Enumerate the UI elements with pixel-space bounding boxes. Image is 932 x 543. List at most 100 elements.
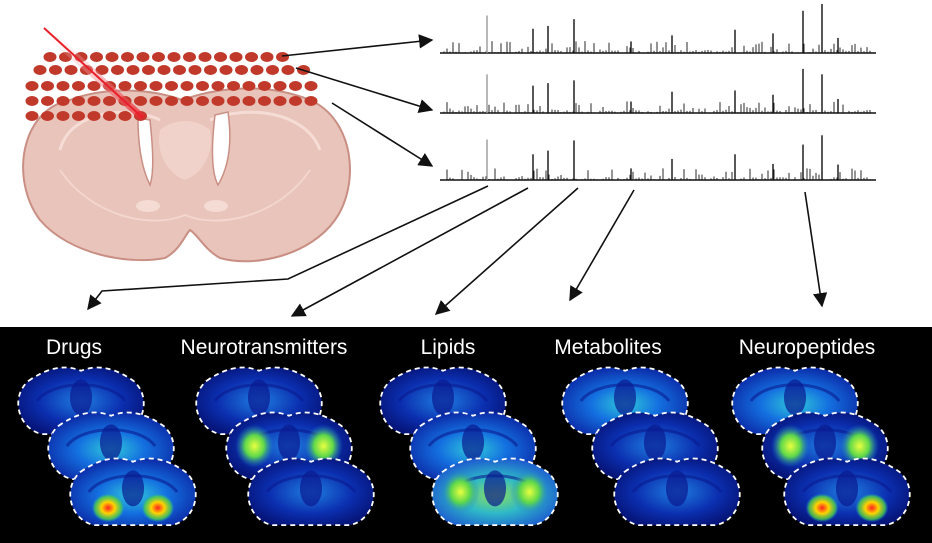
sampling-spot bbox=[304, 96, 318, 106]
sampling-spot bbox=[258, 81, 271, 91]
sampling-spot bbox=[41, 81, 54, 91]
arrow-peak-lipids bbox=[434, 187, 579, 315]
sampling-spot bbox=[260, 52, 274, 62]
arrow-peak-neurotransmitters bbox=[290, 187, 529, 317]
category-label-neurotransmitters: Neurotransmitters bbox=[180, 336, 348, 359]
sampling-spot bbox=[72, 96, 85, 106]
sampling-spot bbox=[204, 65, 217, 75]
mass-spectrum-icon bbox=[440, 68, 876, 114]
sampling-spot bbox=[136, 52, 150, 62]
sampling-spot bbox=[64, 65, 78, 75]
arrow-peak-neuropeptides bbox=[804, 191, 828, 308]
ion-image-icon bbox=[783, 457, 911, 527]
sampling-spot bbox=[235, 65, 248, 75]
sampling-spot bbox=[118, 81, 132, 91]
sampling-spot bbox=[304, 81, 318, 91]
sampling-spot bbox=[149, 81, 163, 91]
sampling-spot bbox=[281, 65, 295, 75]
category-label-neuropeptides: Neuropeptides bbox=[738, 336, 876, 359]
sampling-spot bbox=[250, 65, 264, 75]
sampling-spot bbox=[87, 96, 101, 106]
sampling-spot bbox=[211, 81, 225, 91]
spot-to-spectrum-arrows bbox=[281, 34, 434, 167]
sampling-spot bbox=[196, 96, 209, 106]
sampling-spot bbox=[72, 111, 85, 121]
sampling-spot bbox=[242, 81, 256, 91]
sampling-spot bbox=[126, 65, 140, 75]
sampling-spot bbox=[258, 96, 271, 106]
sampling-spot bbox=[33, 65, 47, 75]
sampling-spot bbox=[227, 81, 240, 91]
sampling-spot bbox=[118, 111, 132, 121]
sampling-spot bbox=[289, 81, 302, 91]
sampling-spot bbox=[95, 65, 109, 75]
sampling-spot bbox=[188, 65, 202, 75]
sampling-spot bbox=[152, 52, 165, 62]
peak-to-image-arrows bbox=[87, 185, 828, 317]
sampling-spot bbox=[149, 96, 163, 106]
sampling-spot bbox=[56, 81, 70, 91]
sampling-spot bbox=[165, 81, 178, 91]
arrow-spot-to-spectrum-2 bbox=[295, 67, 434, 114]
sampling-spot bbox=[87, 81, 101, 91]
arrow-spot-to-spectrum-1 bbox=[281, 34, 434, 57]
category-label-metabolites: Metabolites bbox=[554, 336, 662, 359]
laser-beam-icon bbox=[38, 26, 146, 120]
sampling-spot bbox=[25, 81, 39, 91]
sampling-spot bbox=[157, 65, 171, 75]
sampling-spot bbox=[105, 52, 119, 62]
arrow-peak-metabolites bbox=[569, 189, 635, 302]
sampling-spot bbox=[49, 65, 62, 75]
category-label-drugs: Drugs bbox=[45, 336, 103, 359]
sampling-spot bbox=[121, 52, 134, 62]
sampling-spot bbox=[134, 81, 147, 91]
sampling-spot bbox=[103, 111, 116, 121]
sampling-spot bbox=[87, 111, 101, 121]
mass-spectra-group bbox=[440, 3, 876, 181]
sampling-spot bbox=[41, 96, 54, 106]
sampling-spot bbox=[180, 81, 194, 91]
sampling-spot bbox=[289, 96, 302, 106]
category-label-lipids: Lipids bbox=[420, 336, 476, 359]
sampling-spot bbox=[56, 96, 70, 106]
sampling-spot bbox=[165, 96, 178, 106]
sampling-spot bbox=[41, 111, 54, 121]
sampling-spot bbox=[273, 96, 287, 106]
sampling-spot bbox=[273, 81, 287, 91]
sampling-spot bbox=[196, 81, 209, 91]
sampling-spot bbox=[103, 96, 116, 106]
ion-image-icon bbox=[69, 457, 197, 527]
sampling-spot bbox=[25, 111, 39, 121]
sampling-spot bbox=[214, 52, 227, 62]
sampling-spot bbox=[56, 111, 70, 121]
sampling-spot-grid bbox=[25, 52, 318, 121]
sampling-spot bbox=[227, 96, 240, 106]
sampling-spot bbox=[242, 96, 256, 106]
sampling-spot bbox=[72, 81, 85, 91]
sampling-spot bbox=[229, 52, 243, 62]
arrow-peak-drugs bbox=[87, 185, 489, 311]
sampling-spot bbox=[211, 96, 225, 106]
sampling-spot bbox=[25, 96, 39, 106]
sampling-spot bbox=[180, 96, 194, 106]
sampling-spot bbox=[173, 65, 186, 75]
sampling-spot bbox=[142, 65, 155, 75]
ion-image-icon bbox=[431, 457, 559, 527]
sampling-spot bbox=[266, 65, 279, 75]
brain-section-icon bbox=[22, 87, 351, 263]
sampling-spot bbox=[167, 52, 181, 62]
ion-images-group bbox=[17, 366, 911, 527]
sampling-spot bbox=[134, 96, 147, 106]
sampling-spot bbox=[183, 52, 196, 62]
sampling-spot bbox=[198, 52, 212, 62]
sampling-spot bbox=[111, 65, 124, 75]
ion-image-icon bbox=[247, 457, 375, 527]
sampling-spot bbox=[43, 52, 57, 62]
ion-image-icon bbox=[613, 457, 741, 527]
arrow-spot-to-spectrum-3 bbox=[331, 102, 434, 167]
sampling-spot bbox=[245, 52, 258, 62]
mass-spectrum-icon bbox=[440, 135, 876, 181]
sampling-spot bbox=[90, 52, 103, 62]
sampling-spot bbox=[219, 65, 233, 75]
